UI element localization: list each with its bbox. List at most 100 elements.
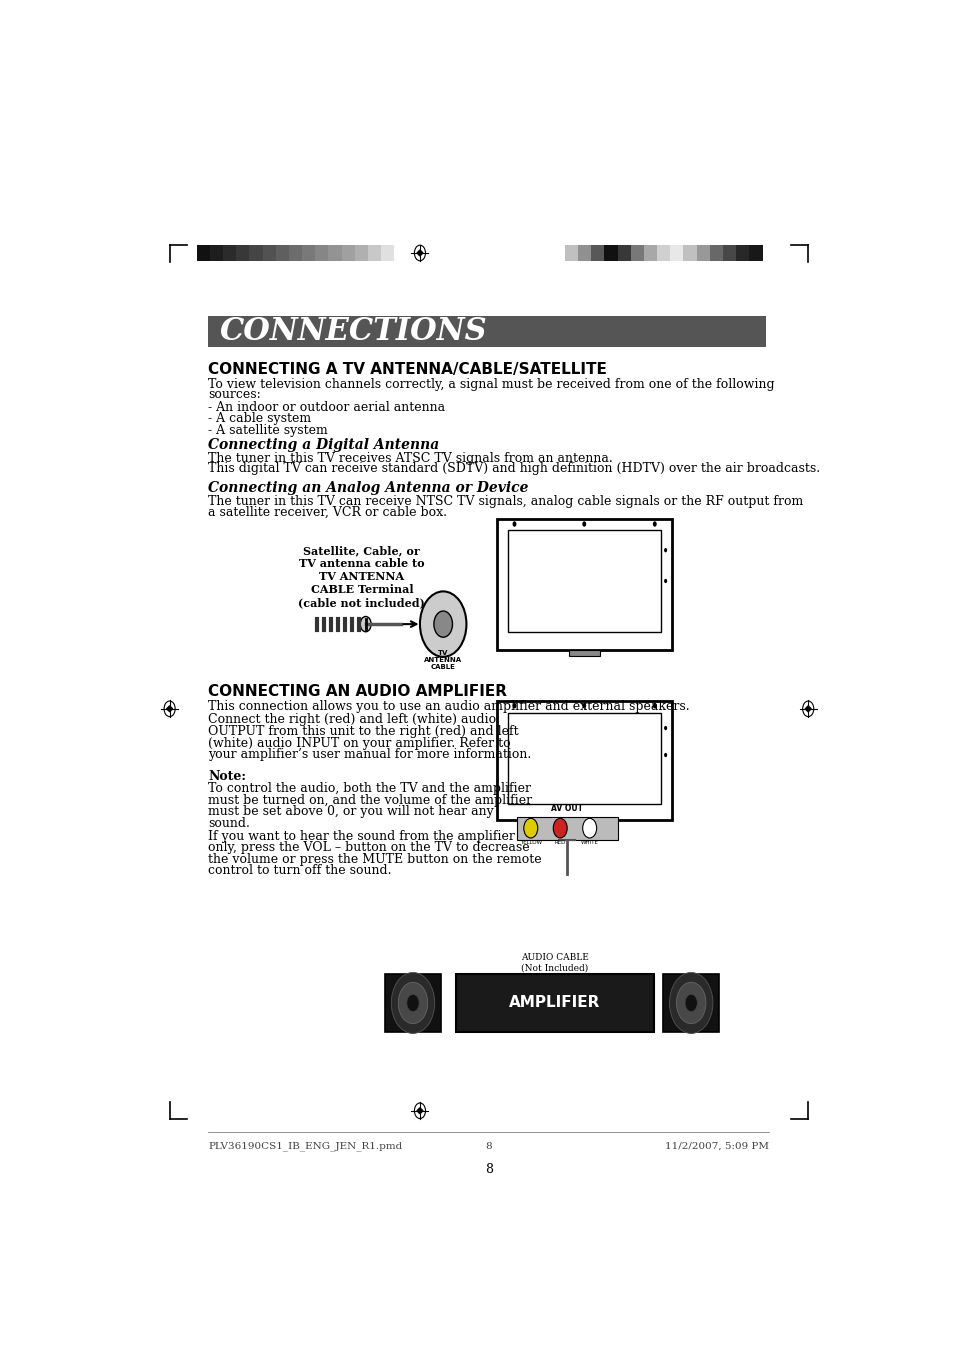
- Bar: [696, 245, 709, 262]
- Bar: [355, 245, 368, 262]
- Circle shape: [523, 819, 537, 838]
- Bar: [617, 245, 630, 262]
- Circle shape: [582, 819, 596, 838]
- Bar: [568, 650, 599, 657]
- Circle shape: [676, 982, 705, 1024]
- Text: CONNECTIONS: CONNECTIONS: [220, 316, 487, 347]
- Text: - A satellite system: - A satellite system: [208, 424, 328, 436]
- Text: YELLOW: YELLOW: [519, 840, 541, 844]
- Text: OUTPUT from this unit to the right (red) and left: OUTPUT from this unit to the right (red)…: [208, 725, 518, 738]
- Text: Satellite, Cable, or
TV antenna cable to
TV ANTENNA
CABLE Terminal
(cable not in: Satellite, Cable, or TV antenna cable to…: [298, 546, 425, 608]
- Bar: [662, 974, 719, 1032]
- Text: Note:: Note:: [208, 770, 246, 784]
- Text: AMPLIFIER: AMPLIFIER: [509, 996, 599, 1011]
- Bar: [223, 245, 236, 262]
- Circle shape: [512, 521, 516, 527]
- Text: control to turn off the sound.: control to turn off the sound.: [208, 865, 392, 877]
- Circle shape: [663, 549, 666, 553]
- Bar: [368, 245, 381, 262]
- Bar: [657, 245, 670, 262]
- Circle shape: [684, 994, 697, 1012]
- Text: Connecting an Analog Antenna or Device: Connecting an Analog Antenna or Device: [208, 481, 528, 494]
- Bar: [456, 974, 654, 1032]
- Circle shape: [512, 703, 516, 708]
- Text: only, press the VOL – button on the TV to decrease: only, press the VOL – button on the TV t…: [208, 842, 530, 854]
- Bar: [328, 245, 341, 262]
- Text: To view television channels correctly, a signal must be received from one of the: To view television channels correctly, a…: [208, 378, 774, 390]
- Circle shape: [663, 753, 666, 757]
- Bar: [604, 245, 617, 262]
- Text: Connect the right (red) and left (white) audio: Connect the right (red) and left (white)…: [208, 713, 496, 727]
- Circle shape: [652, 703, 656, 708]
- Text: CONNECTING AN AUDIO AMPLIFIER: CONNECTING AN AUDIO AMPLIFIER: [208, 684, 507, 700]
- Text: - A cable system: - A cable system: [208, 412, 312, 426]
- Text: 8: 8: [485, 1142, 492, 1151]
- Text: 8: 8: [484, 1163, 493, 1177]
- Bar: [275, 245, 289, 262]
- Circle shape: [553, 819, 567, 838]
- Bar: [289, 245, 302, 262]
- Circle shape: [663, 578, 666, 584]
- Circle shape: [397, 982, 427, 1024]
- Text: This digital TV can receive standard (SDTV) and high definition (HDTV) over the : This digital TV can receive standard (SD…: [208, 462, 820, 476]
- Bar: [564, 245, 578, 262]
- Bar: [736, 245, 748, 262]
- Bar: [210, 245, 223, 262]
- Bar: [381, 245, 394, 262]
- Bar: [682, 245, 696, 262]
- Bar: [578, 245, 591, 262]
- Circle shape: [434, 611, 452, 638]
- Text: This connection allows you to use an audio amplifier and external speakers.: This connection allows you to use an aud…: [208, 700, 689, 713]
- Bar: [591, 245, 604, 262]
- Bar: [497, 519, 671, 650]
- Circle shape: [581, 521, 585, 527]
- Polygon shape: [804, 705, 810, 712]
- Circle shape: [419, 592, 466, 657]
- Bar: [196, 245, 210, 262]
- Circle shape: [391, 973, 435, 1034]
- Text: AUDIO CABLE
(Not Included): AUDIO CABLE (Not Included): [520, 952, 588, 973]
- Bar: [508, 713, 660, 804]
- Text: If you want to hear the sound from the amplifier: If you want to hear the sound from the a…: [208, 830, 515, 843]
- Text: CONNECTING A TV ANTENNA/CABLE/SATELLITE: CONNECTING A TV ANTENNA/CABLE/SATELLITE: [208, 362, 607, 377]
- Polygon shape: [416, 1108, 422, 1113]
- Circle shape: [581, 703, 585, 708]
- Bar: [643, 245, 657, 262]
- Bar: [249, 245, 262, 262]
- Text: The tuner in this TV can receive NTSC TV signals, analog cable signals or the RF: The tuner in this TV can receive NTSC TV…: [208, 494, 802, 508]
- Text: sound.: sound.: [208, 816, 250, 830]
- Text: TV
ANTENNA
CABLE: TV ANTENNA CABLE: [424, 650, 462, 670]
- Bar: [302, 245, 315, 262]
- Bar: [670, 245, 682, 262]
- Bar: [748, 245, 761, 262]
- Bar: [236, 245, 249, 262]
- Text: PLV36190CS1_IB_ENG_JEN_R1.pmd: PLV36190CS1_IB_ENG_JEN_R1.pmd: [208, 1142, 402, 1151]
- Bar: [385, 974, 440, 1032]
- Bar: [262, 245, 275, 262]
- Bar: [508, 530, 660, 632]
- Polygon shape: [167, 705, 172, 712]
- Text: a satellite receiver, VCR or cable box.: a satellite receiver, VCR or cable box.: [208, 505, 447, 519]
- Text: (white) audio INPUT on your amplifier. Refer to: (white) audio INPUT on your amplifier. R…: [208, 736, 511, 750]
- Text: sources:: sources:: [208, 389, 261, 401]
- Bar: [497, 701, 671, 820]
- Bar: [722, 245, 736, 262]
- Text: must be set above 0, or you will not hear any: must be set above 0, or you will not hea…: [208, 805, 494, 819]
- Bar: [630, 245, 643, 262]
- Text: Connecting a Digital Antenna: Connecting a Digital Antenna: [208, 438, 439, 451]
- Text: RED: RED: [554, 840, 565, 844]
- Bar: [208, 316, 765, 347]
- Text: The tuner in this TV receives ATSC TV signals from an antenna.: The tuner in this TV receives ATSC TV si…: [208, 451, 613, 465]
- Bar: [315, 245, 328, 262]
- Text: your amplifier’s user manual for more information.: your amplifier’s user manual for more in…: [208, 748, 531, 761]
- Circle shape: [652, 521, 656, 527]
- Text: - An indoor or outdoor aerial antenna: - An indoor or outdoor aerial antenna: [208, 401, 445, 413]
- Bar: [341, 245, 355, 262]
- Bar: [709, 245, 722, 262]
- Polygon shape: [416, 250, 422, 255]
- Text: To control the audio, both the TV and the amplifier: To control the audio, both the TV and th…: [208, 782, 531, 794]
- Text: must be turned on, and the volume of the amplifier: must be turned on, and the volume of the…: [208, 793, 532, 807]
- Text: 11/2/2007, 5:09 PM: 11/2/2007, 5:09 PM: [665, 1142, 769, 1151]
- Circle shape: [360, 616, 371, 632]
- Text: the volume or press the MUTE button on the remote: the volume or press the MUTE button on t…: [208, 852, 541, 866]
